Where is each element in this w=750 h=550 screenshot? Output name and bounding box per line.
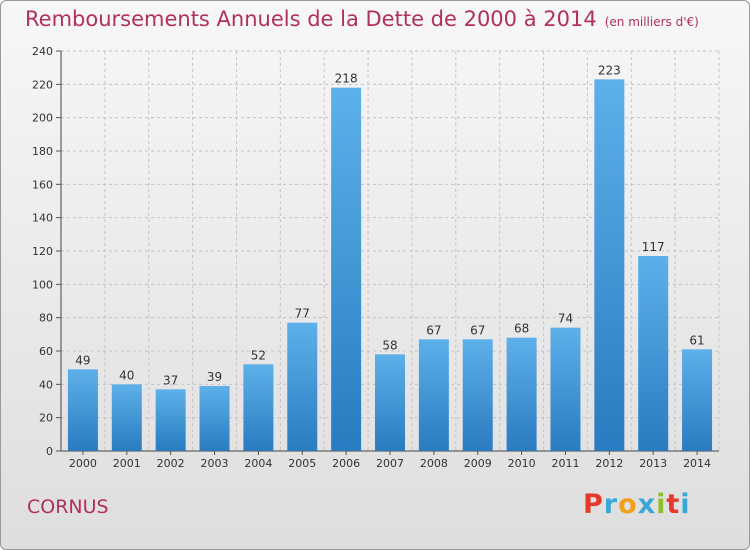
- logo-letter: t: [666, 489, 681, 520]
- x-tick-label-2005: 2005: [288, 457, 316, 470]
- x-tick-label-2002: 2002: [157, 457, 185, 470]
- bar-2013: [638, 256, 669, 451]
- y-tick-label: 140: [32, 212, 53, 225]
- y-tick-label: 80: [39, 312, 53, 325]
- logo-letter: x: [637, 489, 657, 520]
- bar-2007: [375, 354, 405, 451]
- bar-2003: [199, 386, 230, 451]
- axes: 0 20 40 60 80 100 120 140 160 180 200 220 240 2000 200…: [32, 45, 719, 470]
- x-tick-label-2010: 2010: [508, 457, 536, 470]
- y-tick-label: 100: [32, 278, 53, 291]
- y-tick-label: 20: [39, 412, 53, 425]
- bar-2004: [243, 364, 274, 451]
- value-label-2008: 67: [426, 323, 441, 337]
- chart-subtitle: (en milliers d'€): [604, 15, 699, 29]
- value-label-2002: 37: [163, 373, 178, 387]
- town-name: CORNUS: [27, 496, 109, 518]
- title-row: Remboursements Annuels de la Dette de 20…: [25, 7, 699, 31]
- bar-2011: [550, 327, 581, 451]
- value-label-2000: 49: [75, 353, 90, 367]
- value-label-2011: 74: [558, 312, 573, 326]
- value-label-2003: 39: [207, 370, 222, 384]
- value-label-2010: 68: [514, 322, 529, 336]
- bar-2008: [418, 339, 449, 451]
- value-labels: 49 40 37 39 52 77 218 58 67 67 68 74 223 117 61: [75, 63, 704, 387]
- y-tick-label: 200: [32, 112, 53, 125]
- bars: [67, 79, 713, 452]
- logo-letter: P: [583, 489, 604, 520]
- bar-2002: [155, 389, 186, 451]
- bar-2006: [331, 87, 362, 452]
- x-tick-label-2008: 2008: [420, 457, 448, 470]
- y-tick-label: 60: [39, 345, 53, 358]
- y-tick-label: 40: [39, 378, 53, 391]
- x-tick-label-2014: 2014: [683, 457, 711, 470]
- y-tick-label: 120: [32, 245, 53, 258]
- x-tick-label-2000: 2000: [69, 457, 97, 470]
- x-tick-label-2009: 2009: [464, 457, 492, 470]
- x-tick-label-2003: 2003: [201, 457, 229, 470]
- x-tick-label-2011: 2011: [551, 457, 579, 470]
- bar-2001: [111, 384, 142, 451]
- x-tick-label-2013: 2013: [639, 457, 667, 470]
- bar-2005: [287, 322, 318, 451]
- value-label-2013: 117: [642, 240, 665, 254]
- bar-2000: [67, 369, 98, 451]
- x-tick-label-2001: 2001: [113, 457, 141, 470]
- value-label-2001: 40: [119, 368, 134, 382]
- bar-2010: [506, 337, 537, 451]
- y-tick-label: 240: [32, 45, 53, 58]
- x-tick-label-2012: 2012: [595, 457, 623, 470]
- logo-letter: r: [603, 489, 619, 520]
- x-tick-label-2006: 2006: [332, 457, 360, 470]
- y-tick-label: 160: [32, 178, 53, 191]
- bar-2014: [682, 349, 713, 451]
- value-label-2006: 218: [335, 72, 358, 86]
- value-label-2012: 223: [598, 63, 621, 77]
- bar-2009: [462, 339, 493, 451]
- value-label-2007: 58: [382, 338, 397, 352]
- y-tick-label: 0: [46, 445, 53, 458]
- logo-letter: i: [680, 489, 691, 520]
- value-label-2009: 67: [470, 323, 485, 337]
- proxiti-logo: Proxiti: [583, 489, 691, 520]
- logo-letter: o: [618, 489, 638, 520]
- x-tick-label-2004: 2004: [244, 457, 272, 470]
- chart-title: Remboursements Annuels de la Dette de 20…: [25, 7, 597, 31]
- logo-letter: i: [656, 489, 667, 520]
- value-label-2005: 77: [295, 307, 310, 321]
- value-label-2014: 61: [689, 333, 704, 347]
- x-tick-label-2007: 2007: [376, 457, 404, 470]
- value-label-2004: 52: [251, 348, 266, 362]
- bar-2012: [594, 79, 625, 451]
- y-tick-label: 220: [32, 78, 53, 91]
- y-tick-label: 180: [32, 145, 53, 158]
